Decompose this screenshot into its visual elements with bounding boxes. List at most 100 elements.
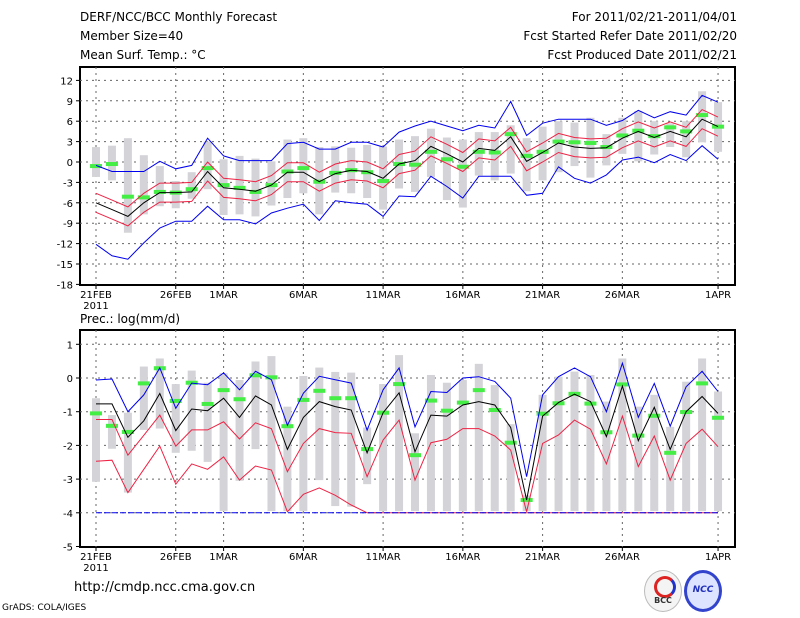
temp-ensemble-range-bar xyxy=(123,138,132,233)
temp-ensemble-range-bar xyxy=(442,137,451,201)
prec-observation-marker xyxy=(169,398,182,403)
temp-x-tick-label: 1APR xyxy=(705,290,731,301)
temp-x-tick-label: 21FEB xyxy=(80,290,112,301)
temp-observation-marker xyxy=(105,162,118,167)
prec-observation-marker xyxy=(361,447,374,452)
temp-ensemble-range-bar xyxy=(283,139,292,199)
prec-observation-marker xyxy=(712,415,725,420)
prec-ensemble-range-bar xyxy=(506,424,515,512)
temp-observation-marker xyxy=(153,189,166,194)
prec-observation-marker xyxy=(233,397,246,402)
temp-y-tick-label: 3 xyxy=(67,138,73,149)
temp-observation-marker xyxy=(137,195,150,200)
prec-y-tick-label: -4 xyxy=(63,509,73,520)
prec-ensemble-range-bar xyxy=(315,367,324,481)
figure-title: DERF/NCC/BCC Monthly Forecast xyxy=(80,10,278,24)
prec-ensemble-range-bar xyxy=(714,391,723,512)
temp-ensemble-range-bar xyxy=(586,117,595,178)
prec-ensemble-range-bar xyxy=(363,427,372,485)
prec-observation-marker xyxy=(217,388,230,393)
temp-y-tick-label: 0 xyxy=(67,158,73,169)
temp-ensemble-range-bar xyxy=(155,166,164,207)
prec-series-mean xyxy=(96,384,719,501)
prec-observation-marker xyxy=(632,433,645,438)
prec-observation-marker xyxy=(345,396,358,401)
prec-x-tick-label: 1MAR xyxy=(209,552,238,563)
prec-observation-marker xyxy=(536,411,549,416)
prec-ensemble-range-bar xyxy=(554,376,563,512)
temp-ensemble-range-bar xyxy=(666,123,675,148)
prec-ensemble-range-bar xyxy=(187,370,196,451)
temp-observation-marker xyxy=(616,133,629,138)
prec-observation-marker xyxy=(440,408,453,413)
prec-observation-marker xyxy=(90,411,102,416)
temp-observation-marker xyxy=(297,166,310,171)
temp-observation-marker xyxy=(233,185,246,190)
temp-x-tick-label: 16MAR xyxy=(445,290,480,301)
prec-observation-marker xyxy=(313,388,326,393)
temp-observation-marker xyxy=(440,157,453,162)
prec-ensemble-range-bar xyxy=(634,406,643,512)
temp-series-upper xyxy=(95,108,719,208)
prec-ensemble-range-bar xyxy=(283,406,292,512)
prec-observation-marker xyxy=(600,430,613,435)
bcc-logo: BCC xyxy=(644,570,682,612)
prec-ensemble-range-bar xyxy=(251,361,260,450)
prec-year-label: 2011 xyxy=(83,563,108,574)
prec-ensemble-range-bar xyxy=(650,394,659,512)
prec-observation-marker xyxy=(472,388,485,393)
prec-ensemble-range-bar xyxy=(602,401,611,512)
prec-y-tick-label: 0 xyxy=(67,374,73,385)
prec-ensemble-range-bar xyxy=(395,355,404,512)
prec-observation-marker xyxy=(201,401,214,406)
prec-observation-marker xyxy=(584,401,597,406)
prec-observation-marker xyxy=(121,429,134,434)
prec-y-tick-label: -5 xyxy=(63,543,73,554)
prec-x-tick-label: 11MAR xyxy=(366,552,401,563)
prec-x-tick-label: 21FEB xyxy=(80,552,112,563)
temp-series-max xyxy=(95,94,719,172)
prec-y-tick-label: -1 xyxy=(63,408,73,419)
temp-observation-marker xyxy=(696,113,709,118)
temp-ensemble-range-bar xyxy=(490,132,499,181)
prec-ensemble-range-bar xyxy=(139,366,148,430)
temp-observation-marker xyxy=(201,166,214,171)
prec-observation-marker xyxy=(664,450,677,455)
temp-y-tick-label: -18 xyxy=(57,280,73,291)
temp-ensemble-range-bar xyxy=(187,172,196,199)
prec-ensemble-range-bar xyxy=(92,398,100,482)
prec-ensemble-range-bar xyxy=(203,382,212,462)
temp-x-tick-label: 26MAR xyxy=(605,290,640,301)
prec-ensemble-range-bar xyxy=(107,415,116,449)
prec-observation-marker xyxy=(105,423,118,428)
prec-ensemble-range-bar xyxy=(442,382,451,512)
temp-y-tick-label: -6 xyxy=(63,199,73,210)
temp-observation-marker xyxy=(121,194,134,199)
prec-observation-marker xyxy=(456,400,469,405)
prec-observation-marker xyxy=(409,453,421,458)
ncc-logo: NCC xyxy=(684,570,722,612)
prec-observation-marker xyxy=(329,396,342,401)
temp-observation-marker xyxy=(329,170,342,175)
grads-credit: GrADS: COLA/IGES xyxy=(2,603,87,613)
source-url[interactable]: http://cmdp.ncc.cma.gov.cn xyxy=(74,580,256,595)
temp-observation-marker xyxy=(632,128,645,133)
prec-series-max xyxy=(95,361,719,477)
temp-y-tick-label: -15 xyxy=(57,260,73,271)
temp-x-tick-label: 1MAR xyxy=(209,290,238,301)
prec-x-tick-label: 1APR xyxy=(705,552,731,563)
temp-ensemble-range-bar xyxy=(634,111,643,162)
temp-observation-marker xyxy=(552,139,565,144)
temp-observation-marker xyxy=(361,170,374,175)
bcc-emblem-icon xyxy=(654,576,676,598)
prec-observation-marker xyxy=(504,440,517,445)
temp-y-tick-label: -3 xyxy=(63,178,73,189)
temp-observation-marker xyxy=(472,149,485,154)
temp-observation-marker xyxy=(185,187,198,192)
temp-observation-marker xyxy=(584,140,597,145)
prec-observation-marker xyxy=(137,381,150,386)
temp-ensemble-range-bar xyxy=(474,132,483,176)
temp-ensemble-range-bar xyxy=(235,155,244,215)
